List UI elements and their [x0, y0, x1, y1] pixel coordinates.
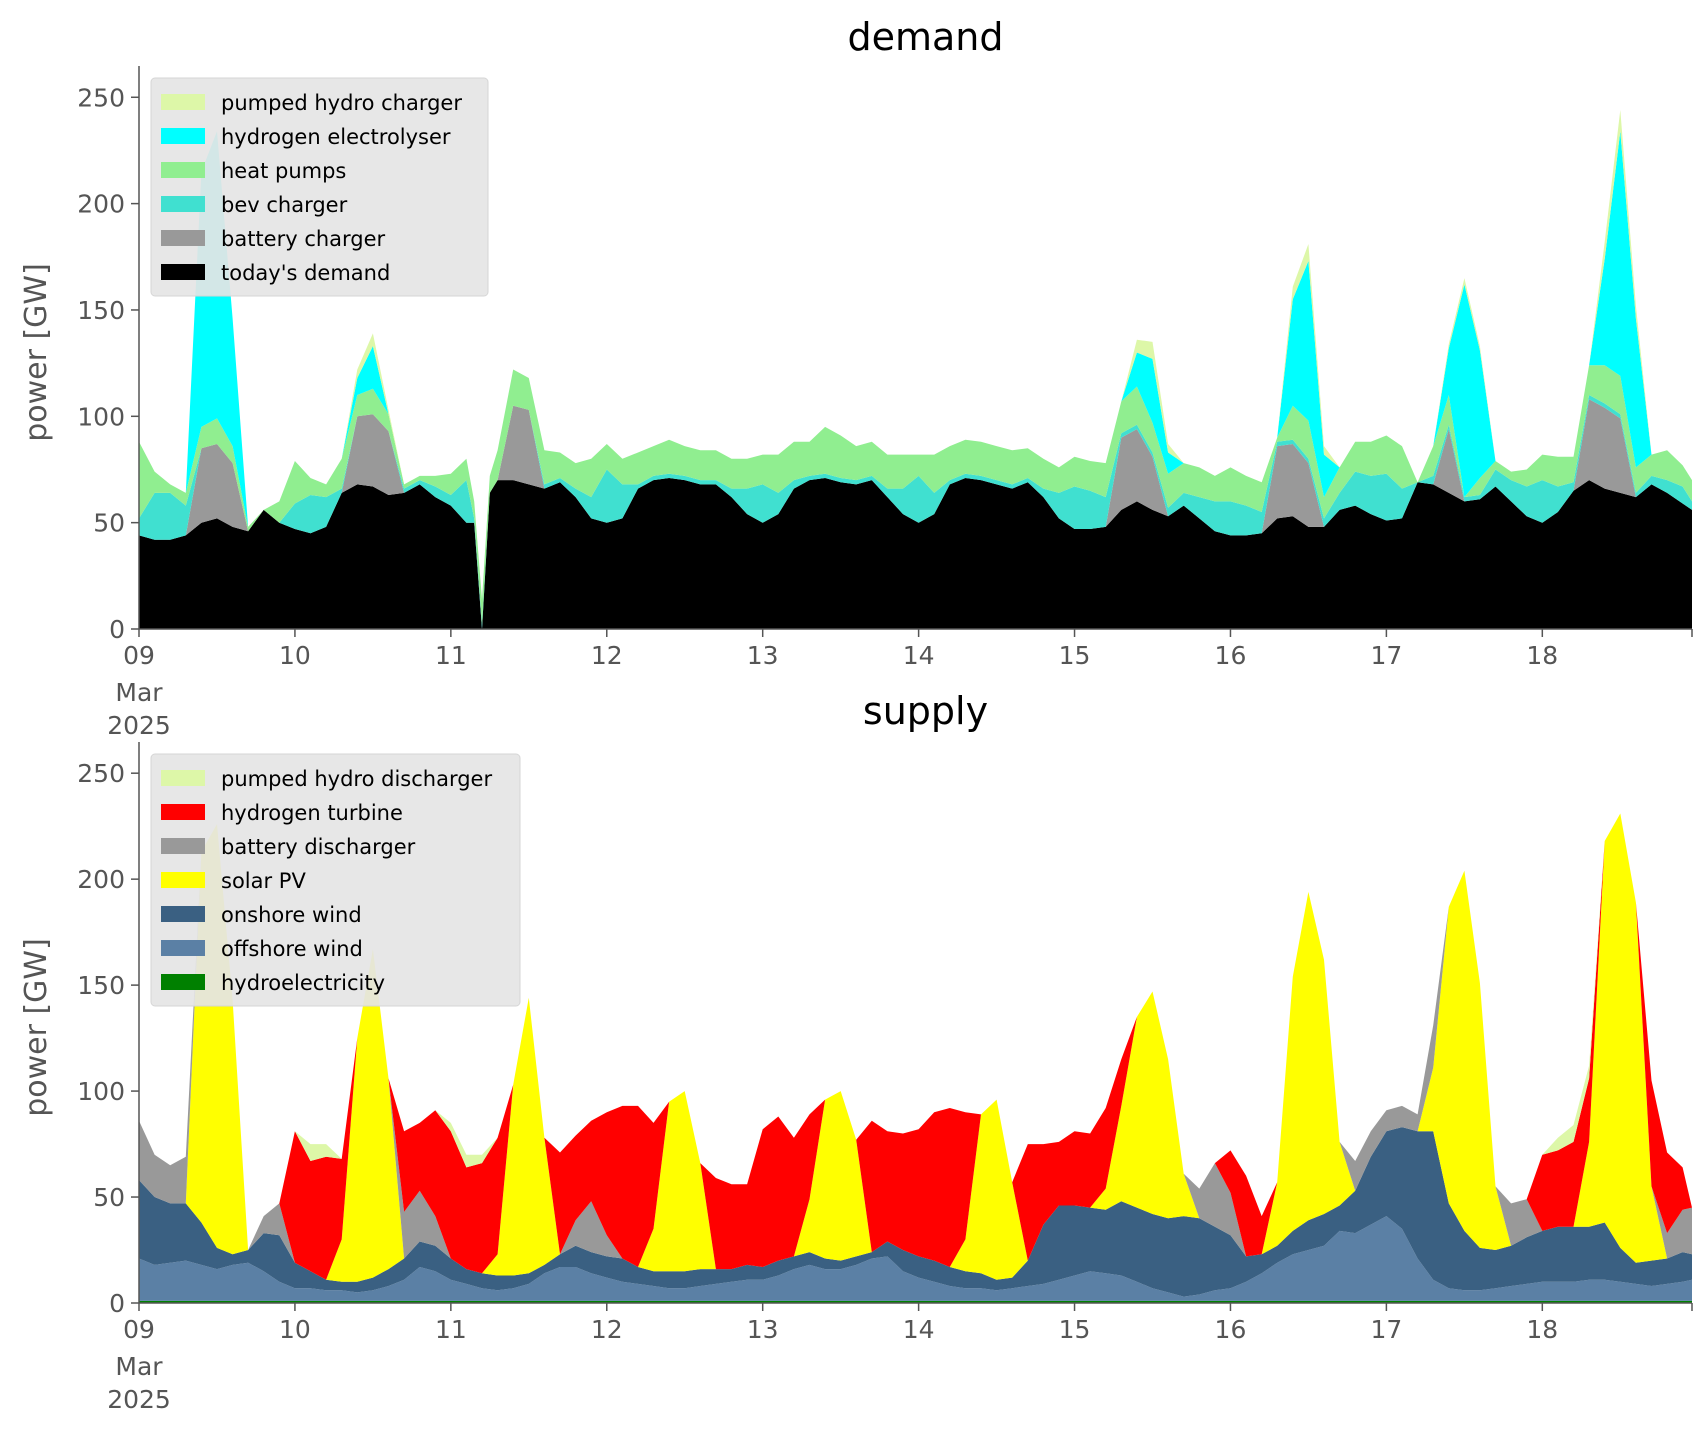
x-tick-label: 09: [123, 1315, 155, 1344]
legend-swatch-pumped-hydro-discharger: [161, 770, 205, 786]
x-tick-label: 09: [123, 641, 155, 670]
x-tick-label: 10: [279, 641, 311, 670]
chart-title: demand: [847, 15, 1003, 59]
x-tick-label: 18: [1526, 1315, 1558, 1344]
x-tick-label: 11: [435, 1315, 467, 1344]
legend-label: onshore wind: [221, 903, 362, 927]
x-tick-label: 13: [747, 1315, 779, 1344]
legend-swatch-offshore-wind: [161, 940, 205, 956]
y-tick-label: 0: [109, 1289, 125, 1318]
supply-chart: supply 0 50 100 150 200 250 power [GW] 09 10 11 12 1…: [19, 689, 1693, 1414]
x-tick-label: 14: [903, 641, 935, 670]
legend-swatch-solar-pv: [161, 872, 205, 888]
legend-swatch-onshore-wind: [161, 906, 205, 922]
legend-label: hydrogen electrolyser: [221, 125, 451, 149]
legend-swatch-bev-charger: [161, 196, 205, 212]
x-tick-label: 15: [1059, 1315, 1091, 1344]
y-tick-label: 50: [93, 509, 125, 538]
x-tick-label: 12: [591, 641, 623, 670]
x-tick-label: 12: [591, 1315, 623, 1344]
y-tick-label: 0: [109, 615, 125, 644]
legend-label: heat pumps: [221, 159, 346, 183]
stack-areas: [139, 110, 1692, 629]
y-tick-label: 150: [77, 971, 125, 1000]
x-tick-label: 13: [747, 641, 779, 670]
legend-box: [150, 77, 489, 297]
legend-label: offshore wind: [221, 937, 363, 961]
x-tick-sublabel: Mar: [115, 1352, 163, 1381]
x-tick-label: 11: [435, 641, 467, 670]
legend-box: [150, 753, 521, 1007]
area-offshore-wind: [139, 1216, 1692, 1301]
legend: pumped hydro discharger hydrogen turbine b…: [150, 753, 521, 1007]
legend-swatch-pumped-hydro-charger: [161, 94, 205, 110]
x-tick-sublabel: 2025: [107, 711, 171, 740]
y-tick-label: 250: [77, 759, 125, 788]
y-tick-label: 200: [77, 190, 125, 219]
legend-swatch-battery-charger: [161, 230, 205, 246]
y-axis-label: power [GW]: [19, 938, 54, 1117]
legend-label: battery charger: [221, 227, 386, 251]
x-tick-label: 10: [279, 1315, 311, 1344]
legend: pumped hydro charger hydrogen electrolyse…: [150, 77, 489, 297]
x-tick-label: 17: [1370, 1315, 1402, 1344]
legend-swatch-battery-discharger: [161, 838, 205, 854]
x-tick-label: 15: [1059, 641, 1091, 670]
demand-chart: demand 0 50 100 150 200 250 power [GW] 09 10 11 12 1…: [19, 15, 1693, 740]
legend-label: pumped hydro discharger: [221, 767, 492, 791]
x-tick-sublabel: 2025: [107, 1385, 171, 1414]
legend-label: solar PV: [221, 869, 306, 893]
legend-swatch-heat-pumps: [161, 162, 205, 178]
legend-swatch-hydrogen-turbine: [161, 804, 205, 820]
legend-swatch-hydrogen-electrolyser: [161, 128, 205, 144]
legend-label: hydroelectricity: [221, 971, 385, 995]
x-tick-sublabel: Mar: [115, 678, 163, 707]
x-tick-label: 17: [1370, 641, 1402, 670]
x-tick-label: 14: [903, 1315, 935, 1344]
legend-label: bev charger: [221, 193, 348, 217]
legend-label: today's demand: [221, 261, 390, 285]
area-heat-pumps: [139, 365, 1692, 625]
y-tick-label: 100: [77, 1077, 125, 1106]
chart-title: supply: [863, 689, 988, 733]
y-tick-label: 150: [77, 296, 125, 325]
y-tick-label: 100: [77, 402, 125, 431]
stack-areas: [139, 813, 1692, 1303]
legend-swatch-today-s-demand: [161, 264, 205, 280]
legend-label: hydrogen turbine: [221, 801, 403, 825]
area-bev-charger: [139, 395, 1692, 629]
y-tick-label: 50: [93, 1183, 125, 1212]
area-battery-discharger: [139, 813, 1692, 1280]
y-tick-label: 250: [77, 83, 125, 112]
legend-label: pumped hydro charger: [221, 91, 462, 115]
area-onshore-wind: [139, 1127, 1692, 1297]
legend-label: battery discharger: [221, 835, 416, 859]
y-axis-label: power [GW]: [19, 263, 54, 442]
area-hydrogen-turbine: [139, 813, 1692, 1280]
x-tick-label: 18: [1526, 641, 1558, 670]
y-tick-label: 200: [77, 865, 125, 894]
area-battery-charger: [139, 399, 1692, 629]
legend-swatch-hydroelectricity: [161, 974, 205, 990]
x-tick-label: 16: [1215, 1315, 1247, 1344]
x-tick-label: 16: [1215, 641, 1247, 670]
area-solar-pv: [139, 813, 1692, 1282]
area-today-s-demand: [139, 478, 1692, 629]
